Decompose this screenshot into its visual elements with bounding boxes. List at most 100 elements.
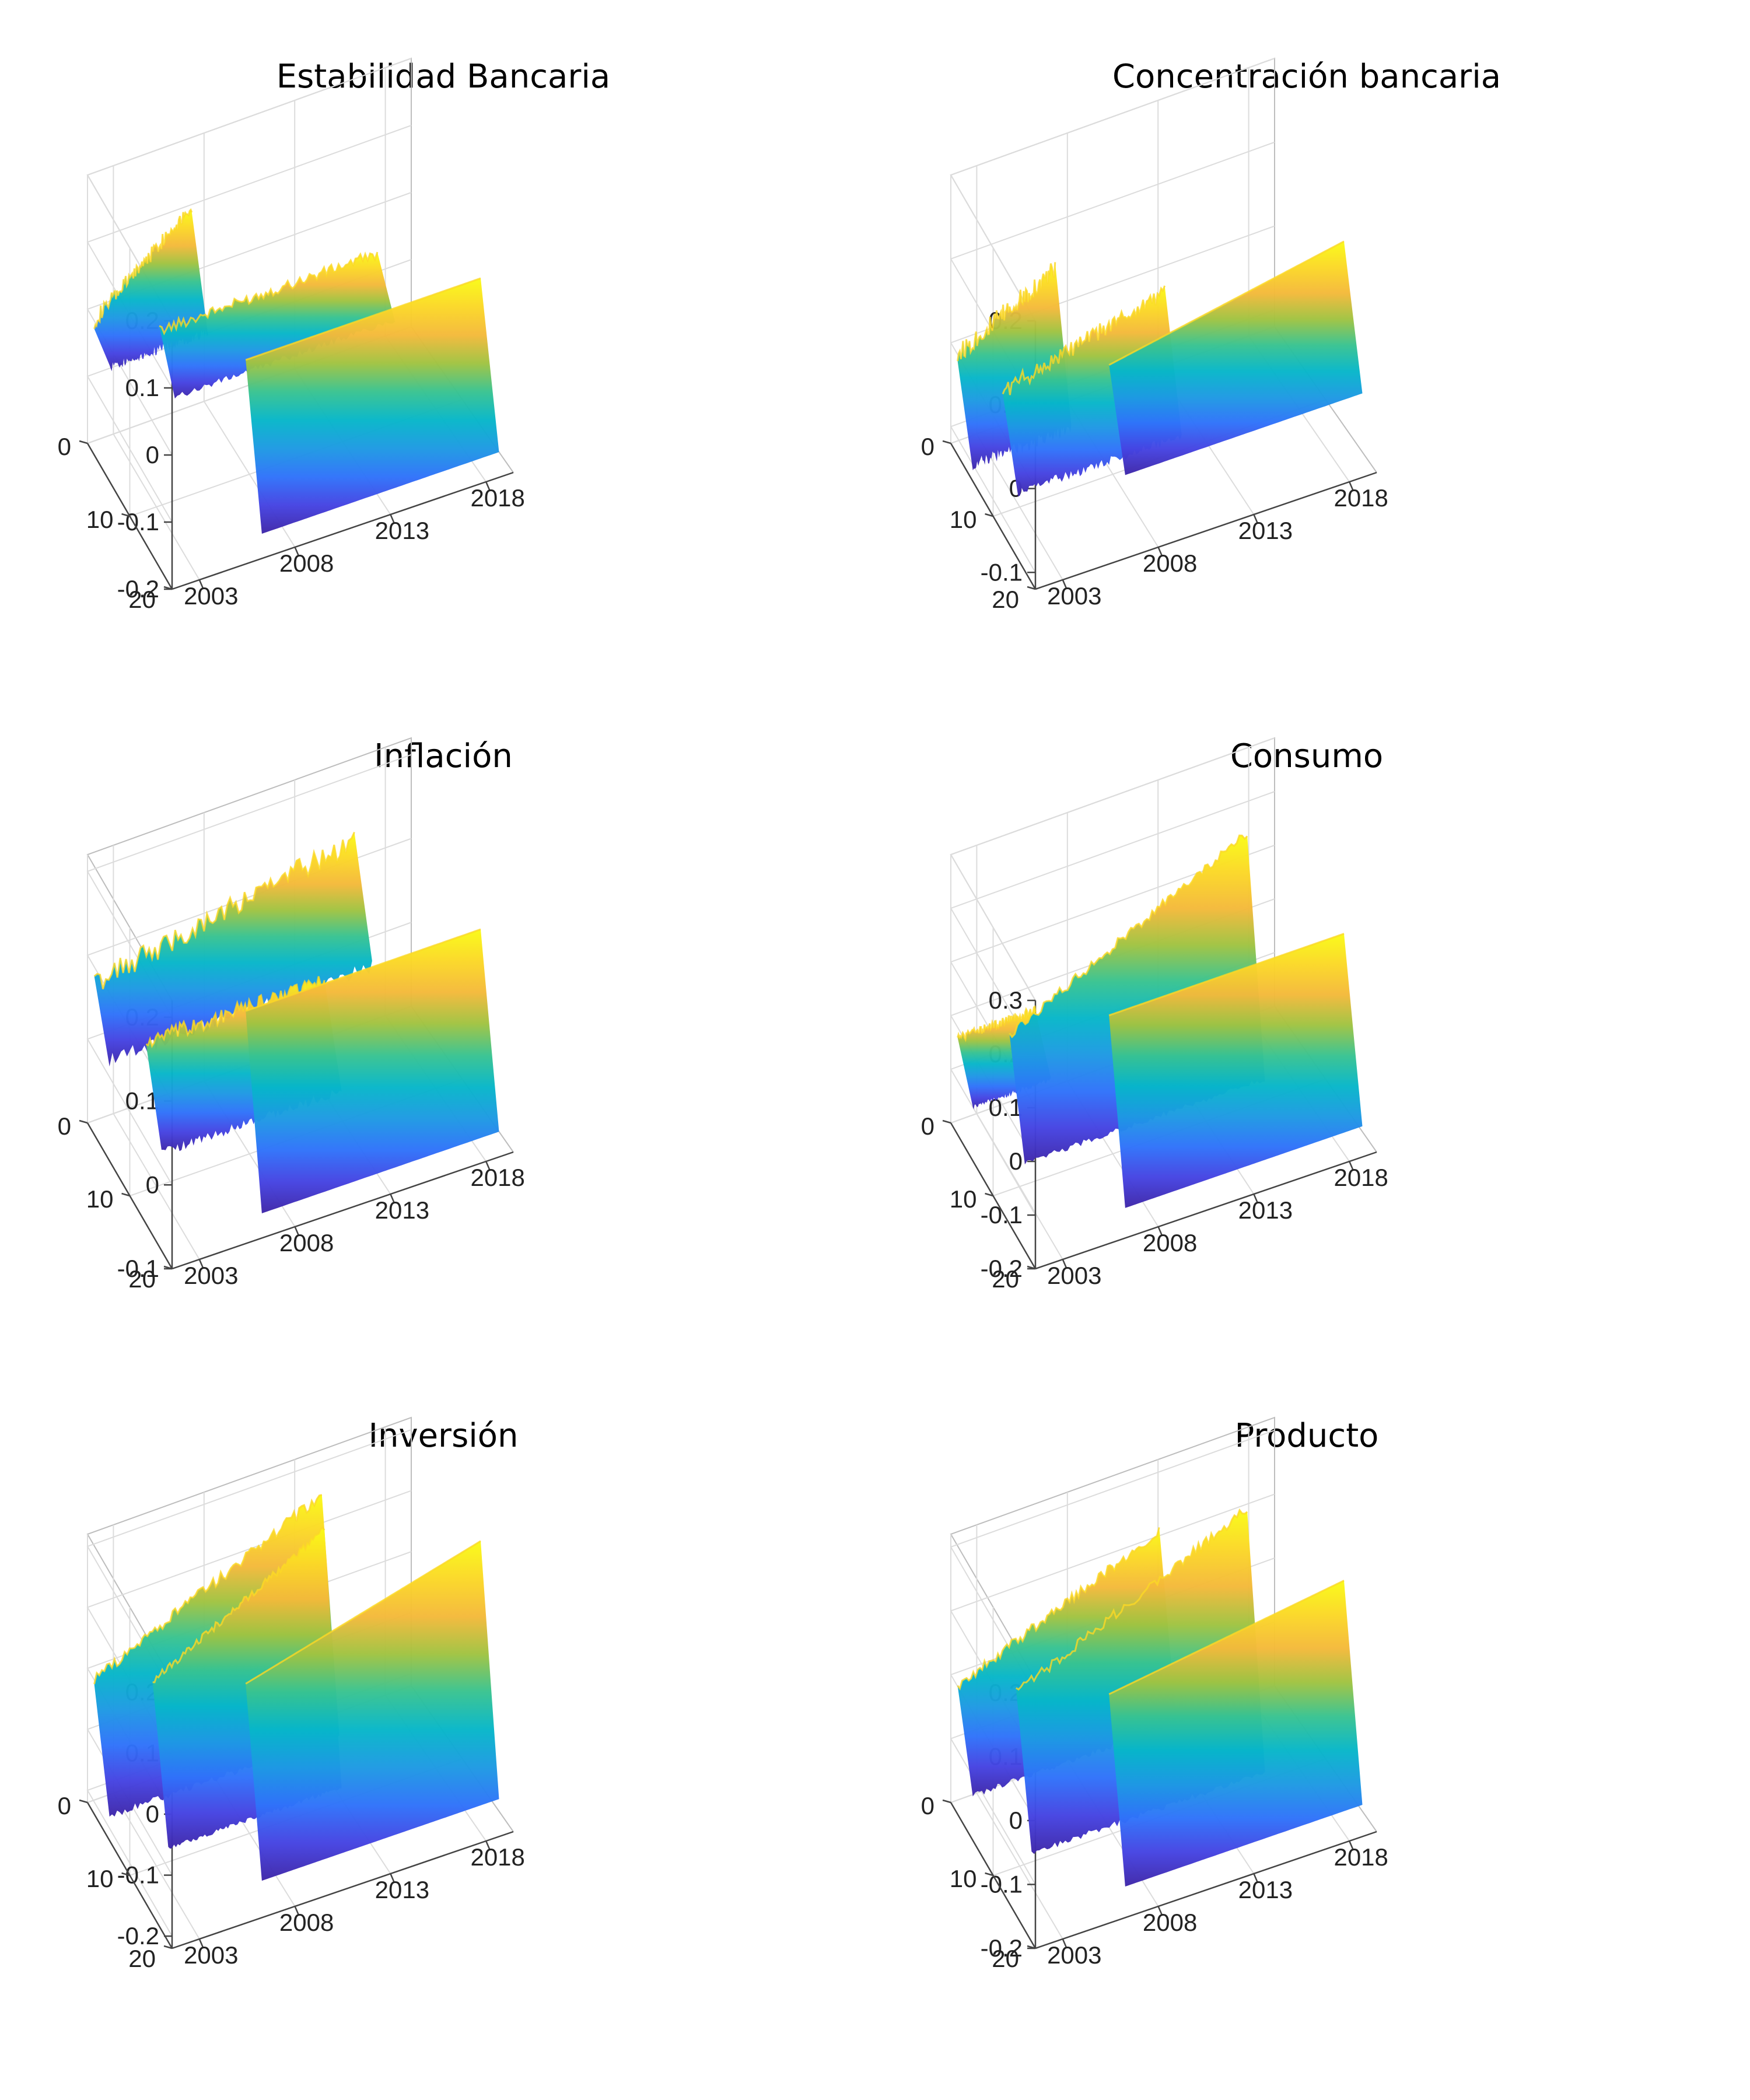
y-tick-label: 20 [992, 1265, 1019, 1293]
x-axis [172, 471, 514, 590]
y-tick-mark [163, 1945, 173, 1950]
y-axis [86, 1802, 173, 1949]
surface-ridge [1109, 241, 1363, 475]
z-tick-label: -0.2 [981, 1255, 1023, 1282]
y-tick-label: 0 [58, 433, 71, 460]
x-tick-mark [198, 579, 204, 589]
x-tick-mark [294, 1226, 299, 1236]
surface-ridge-crest [1009, 834, 1248, 1039]
x-tick-label: 2003 [1047, 1941, 1101, 1969]
x-tick-label: 2008 [279, 1909, 334, 1936]
y-tick-mark [121, 513, 130, 517]
y-tick-label: 0 [58, 1792, 71, 1819]
y-tick-label: 20 [128, 586, 156, 613]
z-tick-label: 0 [1009, 1147, 1023, 1175]
surface-ridge-crest [245, 1540, 481, 1685]
y-tick-label: 0 [921, 1112, 935, 1140]
x-tick-mark [1253, 1873, 1258, 1882]
surface [93, 831, 499, 1213]
y-tick-mark [79, 1119, 88, 1124]
surface-ridge-crest [93, 831, 355, 990]
x-tick-label: 2018 [1334, 1843, 1388, 1871]
x-axis [1035, 471, 1377, 590]
x-tick-label: 2003 [184, 1941, 238, 1969]
panel-3: Inflación20032008201320180.20.10-0.10102… [58, 737, 525, 1293]
y-tick-label: 10 [950, 1865, 977, 1892]
y-tick-label: 10 [950, 506, 977, 533]
x-tick-label: 2018 [1334, 484, 1388, 512]
x-tick-mark [1157, 1226, 1163, 1236]
y-axis [950, 443, 1037, 590]
y-tick-label: 10 [86, 1865, 114, 1892]
panel-2: Concentración bancaria20032008201320180.… [921, 57, 1501, 613]
x-tick-mark [1349, 481, 1354, 491]
surface-ridge-crest [145, 976, 326, 1048]
y-tick-label: 0 [921, 1792, 935, 1819]
x-tick-label: 2008 [1143, 1229, 1197, 1256]
y-tick-label: 0 [58, 1112, 71, 1140]
x-tick-mark [485, 481, 491, 491]
x-tick-mark [1253, 1194, 1258, 1203]
x-tick-label: 2003 [184, 1262, 238, 1289]
y-tick-label: 10 [86, 506, 114, 533]
z-grid-line [950, 58, 1275, 321]
panel-title: Inversión [368, 1417, 518, 1455]
z-tick-label: -0.1 [117, 1255, 159, 1282]
y-tick-mark [985, 1872, 993, 1877]
surface-ridge-crest [957, 262, 1056, 362]
x-tick-mark [1062, 579, 1067, 589]
y-tick-label: 20 [992, 586, 1019, 613]
y-tick-label: 10 [950, 1185, 977, 1213]
y-tick-mark [942, 1799, 951, 1804]
surface-ridge-crest [1002, 285, 1166, 396]
surface-ridge-crest [93, 1494, 323, 1685]
x-tick-label: 2013 [375, 1196, 429, 1224]
z-tick-label: -0.2 [981, 1934, 1023, 1962]
x-axis [1035, 1151, 1377, 1270]
surface-ridge-crest [93, 208, 193, 330]
surface [93, 1494, 499, 1881]
panel-4: Consumo20032008201320180.30.20.10-0.1-0.… [921, 737, 1388, 1293]
y-tick-mark [942, 1119, 951, 1124]
z-tick-label: -0.2 [117, 1922, 159, 1950]
panel-title: Concentración bancaria [1112, 58, 1501, 96]
x-tick-label: 2013 [1238, 1876, 1293, 1903]
y-axis [86, 1122, 173, 1269]
panel-title: Estabilidad Bancaria [276, 58, 611, 96]
y-tick-mark [985, 1192, 993, 1197]
x-tick-mark [294, 547, 299, 556]
y-tick-mark [163, 586, 173, 590]
y-tick-mark [121, 1192, 130, 1197]
surface-ridge-crest [159, 251, 379, 336]
y-axis [950, 1802, 1037, 1949]
x-tick-label: 2013 [375, 1876, 429, 1903]
x-tick-mark [198, 1938, 204, 1948]
surface [93, 208, 499, 534]
panel-1: Estabilidad Bancaria20032008201320180.20… [58, 57, 611, 613]
x-tick-mark [390, 514, 395, 523]
x-tick-mark [198, 1259, 204, 1268]
x-tick-mark [485, 1161, 491, 1170]
y-tick-label: 0 [921, 433, 935, 460]
x-tick-mark [1157, 1906, 1163, 1915]
z-tick-label: 0.3 [989, 986, 1023, 1014]
x-tick-mark [1349, 1161, 1354, 1170]
x-tick-label: 2013 [1238, 517, 1293, 544]
x-axis [172, 1831, 514, 1950]
z-tick-label: 0 [146, 441, 159, 468]
y-tick-mark [1027, 1265, 1036, 1270]
z-tick-label: -0.1 [981, 1201, 1023, 1228]
surface-ridge [1109, 1580, 1363, 1887]
y-axis [950, 1122, 1037, 1269]
panel-title: Producto [1235, 1417, 1379, 1455]
x-tick-mark [1062, 1938, 1067, 1948]
x-tick-mark [1157, 547, 1163, 556]
surface-ridge-crest [1108, 1580, 1345, 1695]
panel-6: Producto20032008201320180.20.10-0.1-0.20… [921, 1416, 1388, 1972]
x-tick-label: 2008 [279, 1229, 334, 1256]
surface-ridge-crest [957, 1527, 1160, 1691]
surface-ridge [246, 278, 499, 534]
surface-ridge-crest [1108, 240, 1345, 366]
x-axis [172, 1151, 514, 1270]
surface-ridge [246, 929, 499, 1213]
